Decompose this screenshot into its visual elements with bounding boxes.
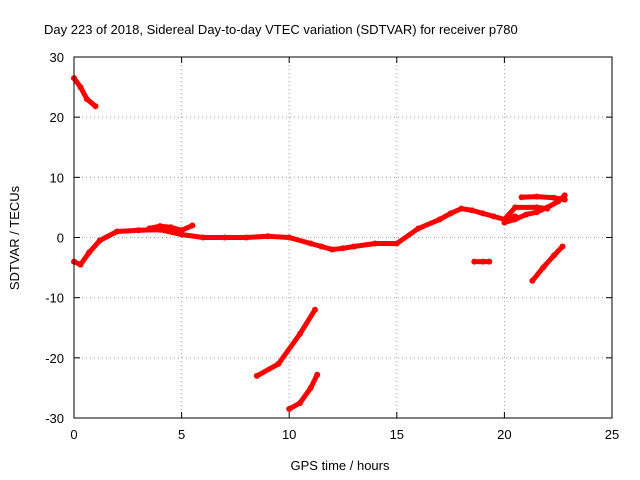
data-point bbox=[275, 360, 282, 367]
axis-ticks: 0 5 10 15 20 25 -30 -20 -10 0 10 20 30 bbox=[45, 50, 619, 442]
series-line bbox=[71, 206, 518, 268]
series-line bbox=[529, 244, 565, 284]
data-point bbox=[77, 261, 84, 268]
data-point bbox=[486, 258, 493, 265]
series-track-late-low bbox=[529, 243, 566, 284]
data-point bbox=[329, 246, 336, 253]
series-line bbox=[501, 204, 550, 222]
x-tick-label: 20 bbox=[497, 427, 511, 442]
data-point bbox=[479, 210, 486, 217]
data-point bbox=[77, 84, 84, 91]
data-point bbox=[561, 196, 568, 203]
y-tick-label: -30 bbox=[45, 411, 64, 426]
data-point bbox=[512, 204, 519, 211]
data-series bbox=[71, 75, 568, 412]
data-point bbox=[350, 243, 357, 250]
data-point bbox=[135, 227, 142, 234]
series-line bbox=[286, 372, 320, 412]
data-point bbox=[243, 234, 250, 241]
data-point bbox=[529, 277, 536, 284]
grid-lines bbox=[74, 57, 612, 418]
chart-title: Day 223 of 2018, Sidereal Day-to-day VTE… bbox=[44, 22, 518, 37]
y-tick-label: -20 bbox=[45, 351, 64, 366]
data-point bbox=[490, 213, 497, 220]
series-track-mid-low bbox=[253, 306, 318, 379]
x-tick-label: 10 bbox=[282, 427, 296, 442]
x-tick-label: 15 bbox=[390, 427, 404, 442]
data-point bbox=[83, 96, 90, 103]
data-point bbox=[559, 243, 566, 250]
data-point bbox=[200, 234, 207, 241]
data-point bbox=[86, 249, 93, 256]
data-point bbox=[512, 216, 519, 223]
data-point bbox=[307, 240, 314, 247]
series-line bbox=[519, 194, 568, 203]
data-point bbox=[312, 306, 318, 313]
data-point bbox=[522, 211, 529, 218]
data-point bbox=[533, 193, 540, 200]
data-point bbox=[533, 209, 540, 216]
series-line bbox=[71, 75, 98, 109]
data-point bbox=[92, 103, 99, 110]
data-point bbox=[264, 233, 271, 240]
data-point bbox=[307, 384, 314, 391]
data-point bbox=[436, 216, 443, 223]
series-track-main-spread bbox=[146, 222, 196, 234]
data-point bbox=[501, 216, 508, 223]
series-track-early-high bbox=[71, 75, 99, 110]
data-point bbox=[415, 225, 422, 232]
data-point bbox=[297, 330, 303, 337]
data-point bbox=[518, 194, 525, 201]
data-point bbox=[221, 234, 228, 241]
series-track-short-neg bbox=[471, 258, 493, 265]
data-point bbox=[189, 222, 196, 229]
series-track-late-mid bbox=[501, 204, 551, 223]
x-axis-label: GPS time / hours bbox=[291, 458, 390, 473]
data-point bbox=[286, 234, 293, 241]
data-point bbox=[178, 227, 185, 234]
data-point bbox=[458, 205, 465, 212]
y-tick-label: 0 bbox=[57, 231, 64, 246]
y-tick-label: -10 bbox=[45, 291, 64, 306]
data-point bbox=[340, 245, 346, 252]
x-tick-label: 25 bbox=[605, 427, 619, 442]
data-point bbox=[286, 406, 293, 412]
data-point bbox=[372, 240, 379, 247]
series-track-main bbox=[71, 205, 519, 268]
y-tick-label: 10 bbox=[50, 170, 64, 185]
y-axis-label: SDTVAR / TECUs bbox=[7, 185, 22, 290]
data-point bbox=[297, 400, 303, 406]
data-point bbox=[544, 205, 551, 212]
data-point bbox=[146, 225, 153, 232]
data-point bbox=[479, 258, 486, 265]
data-point bbox=[114, 228, 120, 235]
series-line bbox=[254, 307, 318, 379]
data-point bbox=[318, 243, 325, 250]
y-tick-label: 30 bbox=[50, 50, 64, 65]
data-point bbox=[157, 223, 164, 230]
y-tick-label: 20 bbox=[50, 110, 64, 125]
data-point bbox=[167, 224, 174, 231]
data-point bbox=[550, 252, 557, 259]
data-point bbox=[550, 194, 557, 201]
data-point bbox=[471, 258, 478, 265]
data-point bbox=[96, 237, 103, 244]
data-point bbox=[533, 204, 540, 211]
data-point bbox=[540, 264, 547, 271]
series-track-late-flat bbox=[518, 193, 568, 203]
series-track-mid-bottom bbox=[286, 371, 321, 412]
data-point bbox=[314, 371, 321, 378]
data-point bbox=[447, 210, 454, 217]
data-point bbox=[469, 207, 476, 214]
x-tick-label: 0 bbox=[70, 427, 77, 442]
data-point bbox=[393, 240, 400, 247]
x-tick-label: 5 bbox=[178, 427, 185, 442]
data-point bbox=[178, 231, 185, 238]
data-point bbox=[253, 372, 260, 379]
